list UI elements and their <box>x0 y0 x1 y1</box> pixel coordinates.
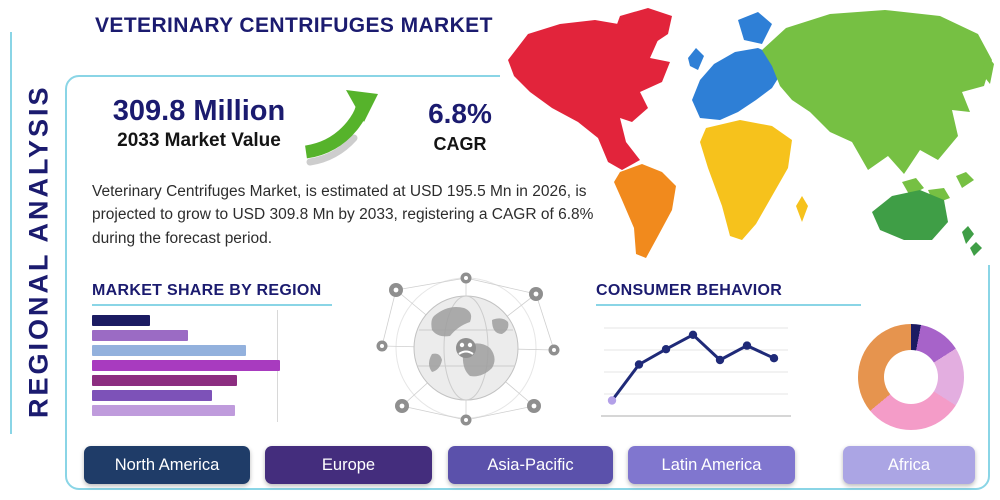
region-uk <box>688 48 704 70</box>
region-scandinavia <box>738 12 772 44</box>
continent-south-america <box>614 164 676 258</box>
world-map <box>500 0 1000 265</box>
cagr-value: 6.8% <box>428 98 492 129</box>
bar-6 <box>92 390 212 401</box>
bar-7 <box>92 405 235 416</box>
region-button-asia-pacific[interactable]: Asia-Pacific <box>448 446 613 484</box>
market-share-underline <box>92 304 332 306</box>
islands-se-asia-3 <box>956 172 974 188</box>
continent-europe <box>692 48 782 120</box>
region-button-europe[interactable]: Europe <box>265 446 432 484</box>
donut-hole <box>884 350 938 404</box>
continent-asia <box>762 10 992 174</box>
islands-se-asia-1 <box>902 178 924 196</box>
bar-4 <box>92 360 280 371</box>
region-button-latin-america[interactable]: Latin America <box>628 446 795 484</box>
market-value-label: 2033 Market Value <box>117 130 281 152</box>
growth-arrow-icon <box>304 90 378 166</box>
cagr-label: CAGR <box>433 134 487 154</box>
region-button-north-america[interactable]: North America <box>84 446 250 484</box>
market-value: 309.8 Million <box>112 95 286 127</box>
left-accent-line <box>10 32 12 434</box>
region-share-donut-chart <box>858 324 964 430</box>
island-japan <box>982 54 994 84</box>
market-share-bar-chart <box>92 315 292 420</box>
continent-africa <box>700 120 792 240</box>
bar-2 <box>92 330 188 341</box>
market-value-block: 309.8 Million 2033 Market Value <box>90 95 308 152</box>
region-button-africa[interactable]: Africa <box>843 446 975 484</box>
market-description: Veterinary Centrifuges Market, is estima… <box>92 183 594 247</box>
consumer-behavior-line-chart <box>601 327 791 417</box>
market-share-title: MARKET SHARE BY REGION <box>92 282 322 299</box>
side-label: REGIONAL ANALYSIS <box>23 84 54 418</box>
bar-1 <box>92 315 150 326</box>
continent-north-america <box>508 20 670 170</box>
island-new-zealand-2 <box>970 242 982 256</box>
bar-3 <box>92 345 246 356</box>
people-icon <box>456 338 476 358</box>
consumer-behavior-underline <box>596 304 861 306</box>
bar-5 <box>92 375 237 386</box>
island-madagascar <box>796 196 808 222</box>
globe-network-graphic <box>376 272 560 426</box>
consumer-behavior-title: CONSUMER BEHAVIOR <box>596 282 783 299</box>
cagr-block: 6.8% CAGR <box>402 98 518 155</box>
island-new-zealand-1 <box>962 226 974 244</box>
page-title: VETERINARY CENTRIFUGES MARKET <box>95 14 493 37</box>
continent-australia <box>872 190 948 240</box>
